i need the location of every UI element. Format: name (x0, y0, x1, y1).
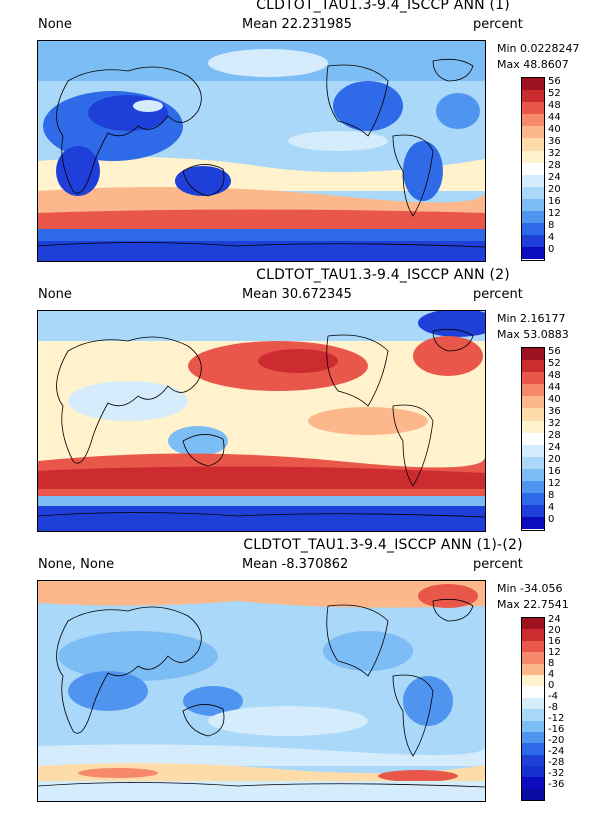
colorbar-tick: 20 (548, 625, 561, 636)
colorbar-tick: 20 (548, 184, 561, 195)
left-label: None (38, 17, 72, 32)
colorbar-tick: 16 (548, 636, 561, 647)
colorbar-tick: 44 (548, 112, 561, 123)
colorbar-tick: -32 (548, 768, 565, 779)
colorbar-tick: 8 (548, 490, 555, 501)
colorbar-tick: -28 (548, 757, 565, 768)
colorbar-tick: -24 (548, 746, 565, 757)
colorbar-tick: 0 (548, 514, 555, 525)
colorbar-tick: 32 (548, 418, 561, 429)
colorbar-tick: 12 (548, 647, 561, 658)
map-panel-2: CLDTOT_TAU1.3-9.4_ISCCP ANN (2) None Mea… (0, 267, 606, 540)
min-label: Min 0.0228247 (497, 42, 580, 55)
colorbar-tick: 32 (548, 148, 561, 159)
colorbar-tick: 36 (548, 136, 561, 147)
panel-title: CLDTOT_TAU1.3-9.4_ISCCP ANN (1)-(2) (243, 537, 523, 553)
units-label: percent (473, 287, 523, 302)
colorbar-tick: 36 (548, 406, 561, 417)
colorbar-tick: 52 (548, 358, 561, 369)
colorbar-tick: 48 (548, 100, 561, 111)
colorbar-tick: 24 (548, 442, 561, 453)
colorbar-tick: 24 (548, 172, 561, 183)
colorbar-tick: 16 (548, 466, 561, 477)
colorbar (521, 617, 545, 801)
colorbar-tick: -16 (548, 724, 565, 735)
colorbar-tick: 28 (548, 160, 561, 171)
panel-title: CLDTOT_TAU1.3-9.4_ISCCP ANN (2) (256, 267, 510, 283)
colorbar-tick: 40 (548, 394, 561, 405)
colorbar-tick: 56 (548, 346, 561, 357)
colorbar-tick: 40 (548, 124, 561, 135)
world-map (37, 310, 486, 532)
colorbar-tick: 4 (548, 502, 555, 513)
mean-label: Mean -8.370862 (242, 557, 349, 572)
left-label: None, None (38, 557, 115, 572)
world-map (37, 580, 486, 802)
colorbar-tick: -4 (548, 691, 558, 702)
panel-title: CLDTOT_TAU1.3-9.4_ISCCP ANN (1) (256, 0, 510, 13)
colorbar-tick: 28 (548, 430, 561, 441)
colorbar-tick: 4 (548, 669, 555, 680)
min-label: Min -34.056 (497, 582, 563, 595)
colorbar-tick: -12 (548, 713, 565, 724)
colorbar-tick: 48 (548, 370, 561, 381)
map-panel-1: CLDTOT_TAU1.3-9.4_ISCCP ANN (1) None Mea… (0, 0, 606, 270)
colorbar-tick: -36 (548, 779, 565, 790)
world-map (37, 40, 486, 262)
colorbar-tick: 56 (548, 76, 561, 87)
mean-label: Mean 22.231985 (242, 17, 352, 32)
max-label: Max 48.8607 (497, 58, 569, 71)
units-label: percent (473, 17, 523, 32)
colorbar-tick: 4 (548, 232, 555, 243)
mean-label: Mean 30.672345 (242, 287, 352, 302)
map-panel-3: CLDTOT_TAU1.3-9.4_ISCCP ANN (1)-(2) None… (0, 537, 606, 810)
colorbar-tick: -20 (548, 735, 565, 746)
colorbar-tick: -8 (548, 702, 558, 713)
colorbar-tick: 8 (548, 220, 555, 231)
colorbar-tick: 12 (548, 208, 561, 219)
max-label: Max 22.7541 (497, 598, 569, 611)
colorbar-tick: 52 (548, 88, 561, 99)
colorbar (521, 77, 545, 261)
colorbar-tick: 24 (548, 614, 561, 625)
colorbar-tick: 44 (548, 382, 561, 393)
colorbar-tick: 20 (548, 454, 561, 465)
min-label: Min 2.16177 (497, 312, 566, 325)
colorbar-tick: 12 (548, 478, 561, 489)
left-label: None (38, 287, 72, 302)
colorbar-tick: 0 (548, 680, 555, 691)
colorbar (521, 347, 545, 531)
units-label: percent (473, 557, 523, 572)
colorbar-tick: 8 (548, 658, 555, 669)
colorbar-tick: 0 (548, 244, 555, 255)
colorbar-tick: 16 (548, 196, 561, 207)
max-label: Max 53.0883 (497, 328, 569, 341)
